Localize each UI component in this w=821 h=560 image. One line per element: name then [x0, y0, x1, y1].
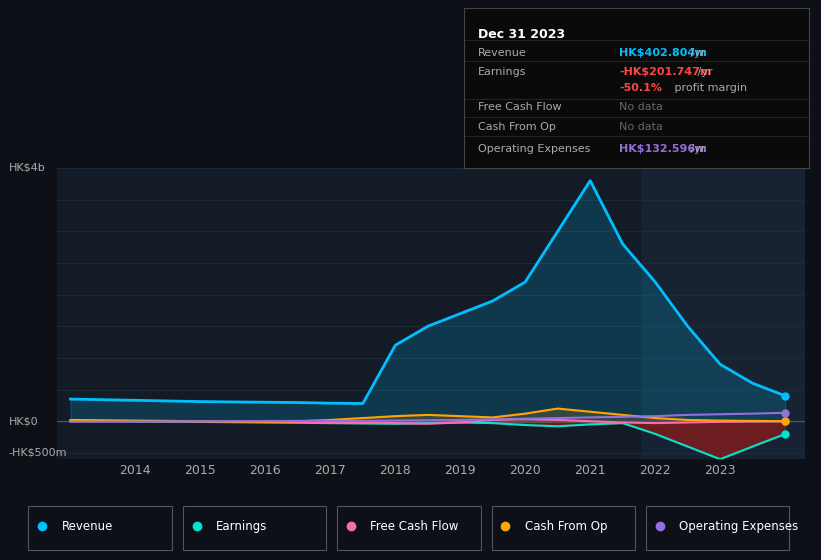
Text: HK$402.804m: HK$402.804m — [619, 48, 707, 58]
FancyBboxPatch shape — [29, 506, 172, 550]
Text: Earnings: Earnings — [478, 67, 526, 77]
Text: Cash From Op: Cash From Op — [525, 520, 608, 533]
Text: HK$0: HK$0 — [9, 416, 39, 426]
Text: Cash From Op: Cash From Op — [478, 122, 556, 132]
Text: No data: No data — [619, 122, 663, 132]
Text: -50.1%: -50.1% — [619, 83, 662, 93]
Text: Free Cash Flow: Free Cash Flow — [370, 520, 459, 533]
Text: Earnings: Earnings — [216, 520, 268, 533]
Text: HK$132.596m: HK$132.596m — [619, 144, 707, 154]
Text: Operating Expenses: Operating Expenses — [478, 144, 590, 154]
Text: /yr: /yr — [687, 144, 706, 154]
Text: -HK$500m: -HK$500m — [9, 448, 67, 458]
Text: Operating Expenses: Operating Expenses — [679, 520, 798, 533]
Text: Free Cash Flow: Free Cash Flow — [478, 102, 562, 113]
FancyBboxPatch shape — [337, 506, 481, 550]
Text: -HK$201.747m: -HK$201.747m — [619, 67, 712, 77]
FancyBboxPatch shape — [492, 506, 635, 550]
Text: Dec 31 2023: Dec 31 2023 — [478, 27, 565, 40]
Bar — [642, 168, 805, 459]
Text: /yr: /yr — [694, 67, 712, 77]
FancyBboxPatch shape — [183, 506, 327, 550]
Text: Revenue: Revenue — [62, 520, 113, 533]
FancyBboxPatch shape — [646, 506, 790, 550]
Text: HK$4b: HK$4b — [9, 163, 46, 173]
Text: profit margin: profit margin — [671, 83, 747, 93]
Text: No data: No data — [619, 102, 663, 113]
Text: Revenue: Revenue — [478, 48, 526, 58]
Text: /yr: /yr — [687, 48, 706, 58]
